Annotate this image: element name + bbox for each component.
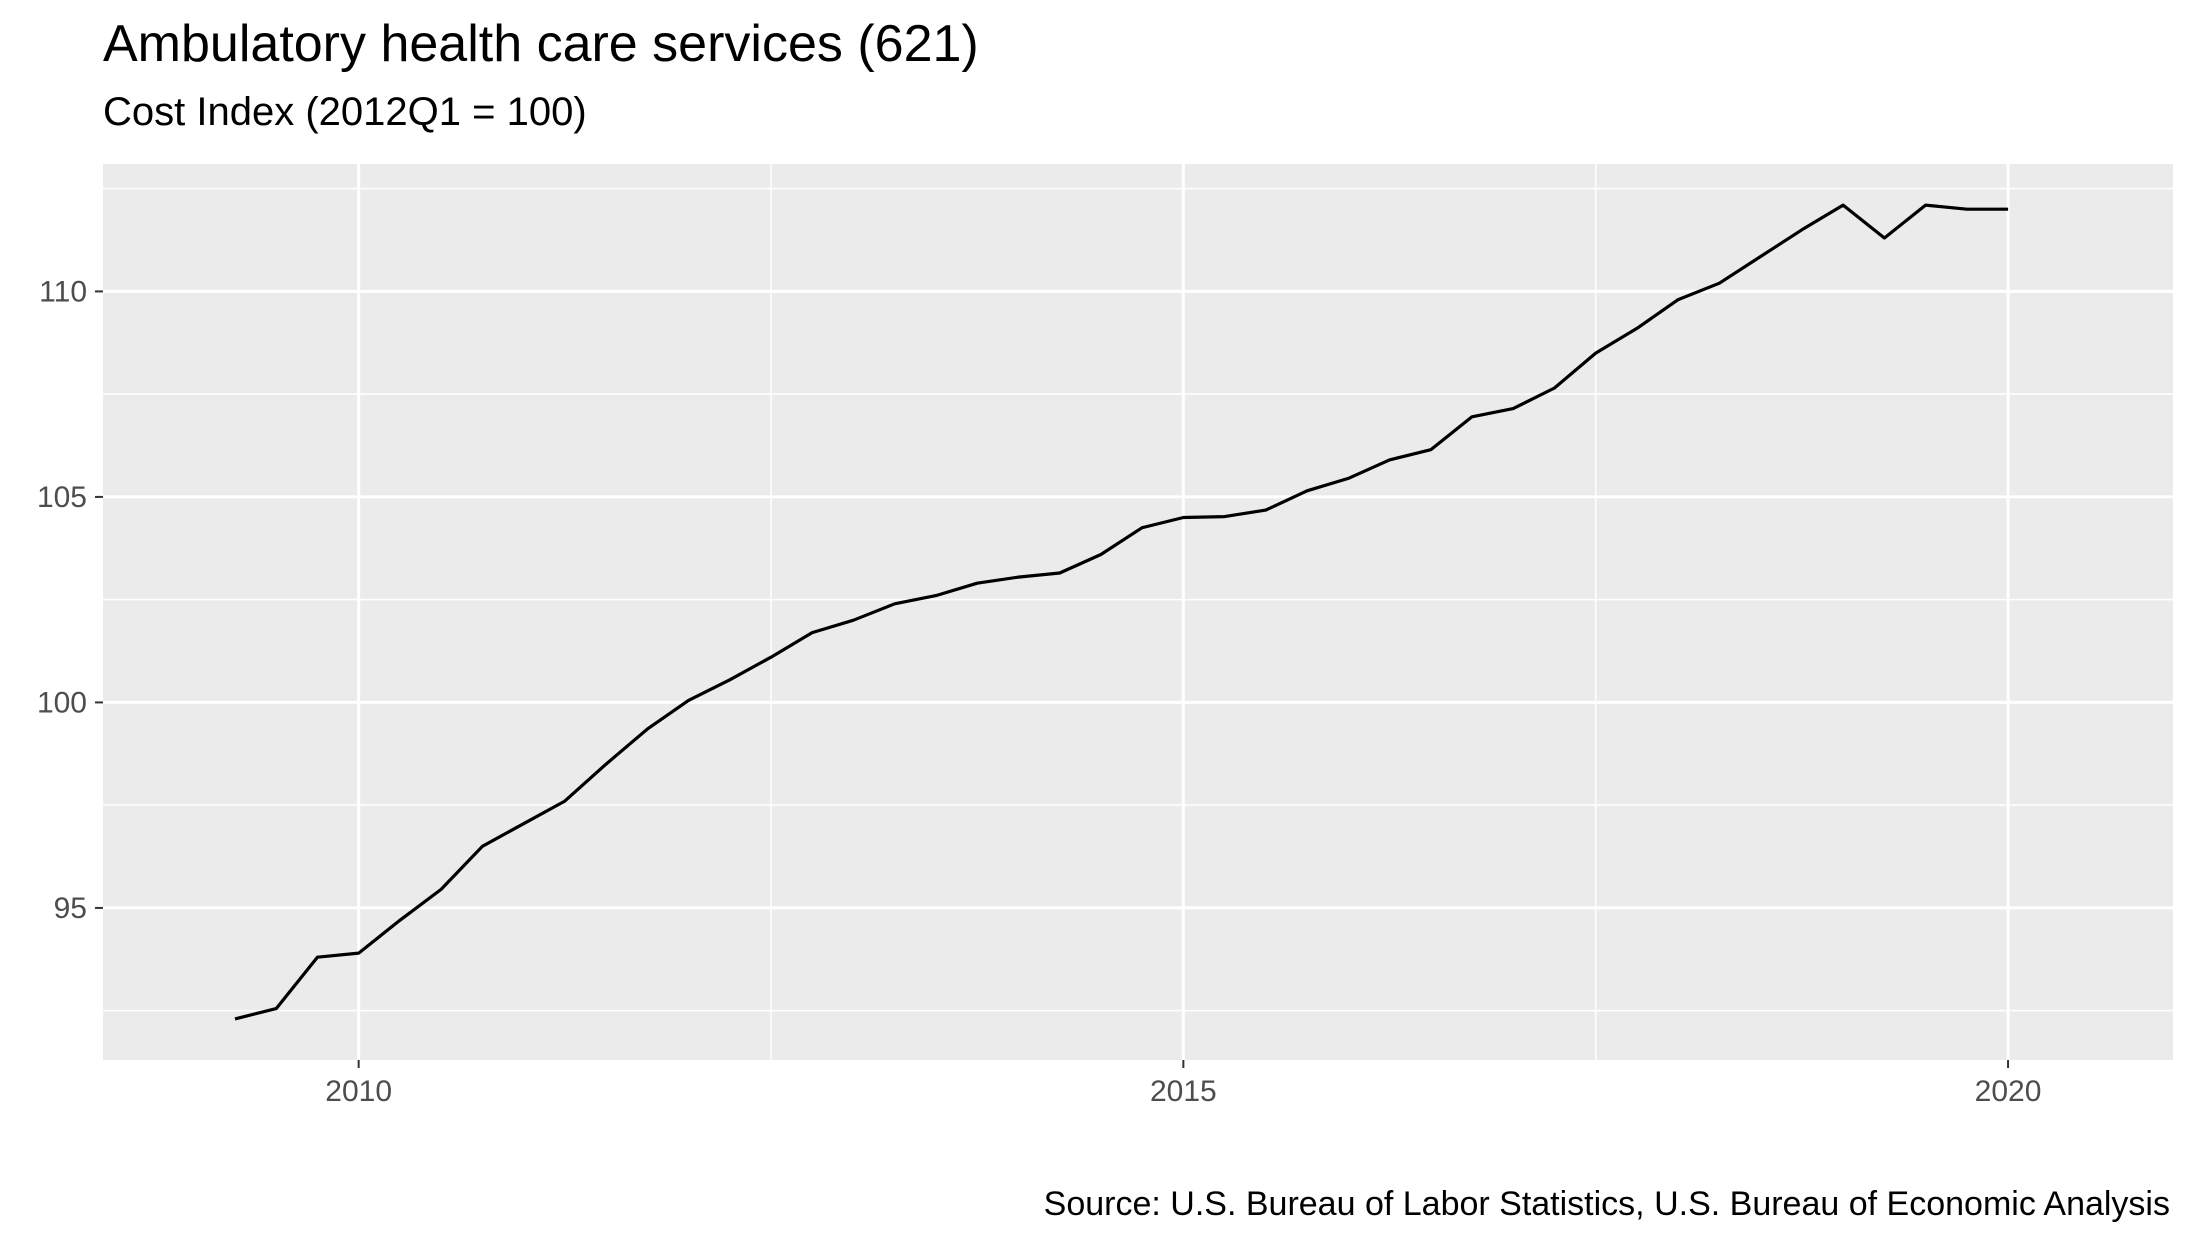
chart-subtitle: Cost Index (2012Q1 = 100) (103, 90, 587, 134)
x-tick-label: 2010 (325, 1075, 392, 1108)
series-layer (234, 203, 2009, 1021)
y-tick-label: 100 (37, 686, 87, 719)
major-gridlines (103, 164, 2173, 1060)
chart-caption: Source: U.S. Bureau of Labor Statistics,… (1043, 1185, 2170, 1223)
x-tick-label: 2020 (1975, 1075, 2042, 1108)
y-tick-label: 95 (54, 892, 87, 925)
chart-title: Ambulatory health care services (621) (103, 15, 979, 73)
y-tick-label: 110 (39, 275, 87, 308)
series-line (234, 203, 2009, 1021)
x-tick-label: 2015 (1150, 1075, 1217, 1108)
minor-gridlines (103, 164, 2173, 1060)
plot-panel (103, 164, 2173, 1060)
y-tick-label: 105 (37, 481, 87, 514)
axis-layer: 95 100 105 110 2010 2015 2020 (37, 275, 2041, 1108)
